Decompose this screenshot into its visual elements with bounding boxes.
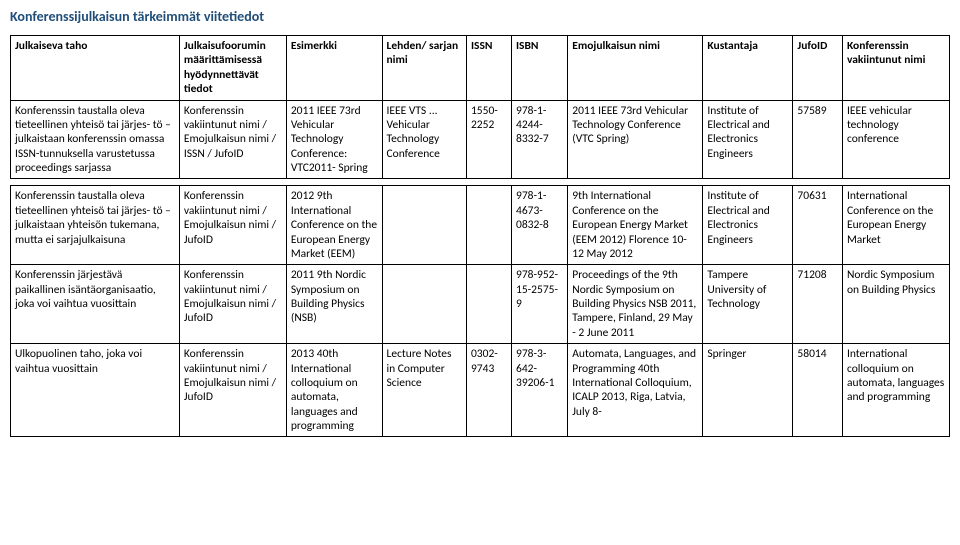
cell: International colloquium on automata, la… (842, 344, 949, 437)
reference-info-table: Julkaiseva taho Julkaisufoorumin määritt… (10, 35, 950, 179)
reference-info-table-cont: Konferenssin taustalla oleva tieteelline… (10, 185, 950, 437)
table-header-row: Julkaiseva taho Julkaisufoorumin määritt… (11, 36, 950, 101)
cell (382, 265, 466, 344)
col-lehden-sarjan-nimi: Lehden/ sarjan nimi (382, 36, 466, 101)
table-row: Konferenssin järjestävä paikallinen isän… (11, 265, 950, 344)
cell: Automata, Languages, and Programming 40t… (568, 344, 703, 437)
table-row: Konferenssin taustalla oleva tieteelline… (11, 186, 950, 265)
cell: Konferenssin vakiintunut nimi / Emojulka… (179, 344, 286, 437)
table-row: Konferenssin taustalla oleva tieteelline… (11, 100, 950, 179)
cell: IEEE vehicular technology conference (842, 100, 949, 179)
cell: 2012 9th International Conference on the… (286, 186, 382, 265)
col-konferenssin-nimi: Konferenssin vakiintunut nimi (842, 36, 949, 101)
cell (382, 186, 466, 265)
cell: 58014 (793, 344, 843, 437)
col-isbn: ISBN (511, 36, 567, 101)
cell: 1550-2252 (466, 100, 511, 179)
cell: 2011 IEEE 73rd Vehicular Technology Conf… (568, 100, 703, 179)
cell: 2011 IEEE 73rd Vehicular Technology Conf… (286, 100, 382, 179)
cell (466, 186, 511, 265)
cell: Konferenssin vakiintunut nimi / Emojulka… (179, 265, 286, 344)
col-kustantaja: Kustantaja (703, 36, 793, 101)
cell: 71208 (793, 265, 843, 344)
cell: Institute of Electrical and Electronics … (703, 186, 793, 265)
table-row: Ulkopuolinen taho, joka voi vaihtua vuos… (11, 344, 950, 437)
cell: 57589 (793, 100, 843, 179)
cell: 2011 9th Nordic Symposium on Building Ph… (286, 265, 382, 344)
cell: Nordic Symposium on Building Physics (842, 265, 949, 344)
cell: 0302-9743 (466, 344, 511, 437)
col-emojulkaisun-nimi: Emojulkaisun nimi (568, 36, 703, 101)
cell: International Conference on the European… (842, 186, 949, 265)
cell: 978-3-642-39206-1 (511, 344, 567, 437)
cell: Konferenssin vakiintunut nimi / Emojulka… (179, 186, 286, 265)
cell: Proceedings of the 9th Nordic Symposium … (568, 265, 703, 344)
cell: 978-1-4244-8332-7 (511, 100, 567, 179)
cell: Konferenssin vakiintunut nimi / Emojulka… (179, 100, 286, 179)
cell: Konferenssin järjestävä paikallinen isän… (11, 265, 180, 344)
cell: Ulkopuolinen taho, joka voi vaihtua vuos… (11, 344, 180, 437)
cell: 978-1-4673-0832-8 (511, 186, 567, 265)
cell: Lecture Notes in Computer Science (382, 344, 466, 437)
col-jufoid: JufoID (793, 36, 843, 101)
cell: Konferenssin taustalla oleva tieteelline… (11, 100, 180, 179)
cell: Konferenssin taustalla oleva tieteelline… (11, 186, 180, 265)
col-issn: ISSN (466, 36, 511, 101)
cell: Tampere University of Technology (703, 265, 793, 344)
cell: Institute of Electrical and Electronics … (703, 100, 793, 179)
col-julkaisufoorumi: Julkaisufoorumin määrittämisessä hyödynn… (179, 36, 286, 101)
col-esimerkki: Esimerkki (286, 36, 382, 101)
cell: IEEE VTS ... Vehicular Technology Confer… (382, 100, 466, 179)
col-julkaiseva-taho: Julkaiseva taho (11, 36, 180, 101)
cell: 9th International Conference on the Euro… (568, 186, 703, 265)
cell: 2013 40th International colloquium on au… (286, 344, 382, 437)
cell: 978-952-15-2575-9 (511, 265, 567, 344)
cell (466, 265, 511, 344)
cell: Springer (703, 344, 793, 437)
cell: 70631 (793, 186, 843, 265)
page-title: Konferenssijulkaisun tärkeimmät viitetie… (10, 8, 950, 25)
